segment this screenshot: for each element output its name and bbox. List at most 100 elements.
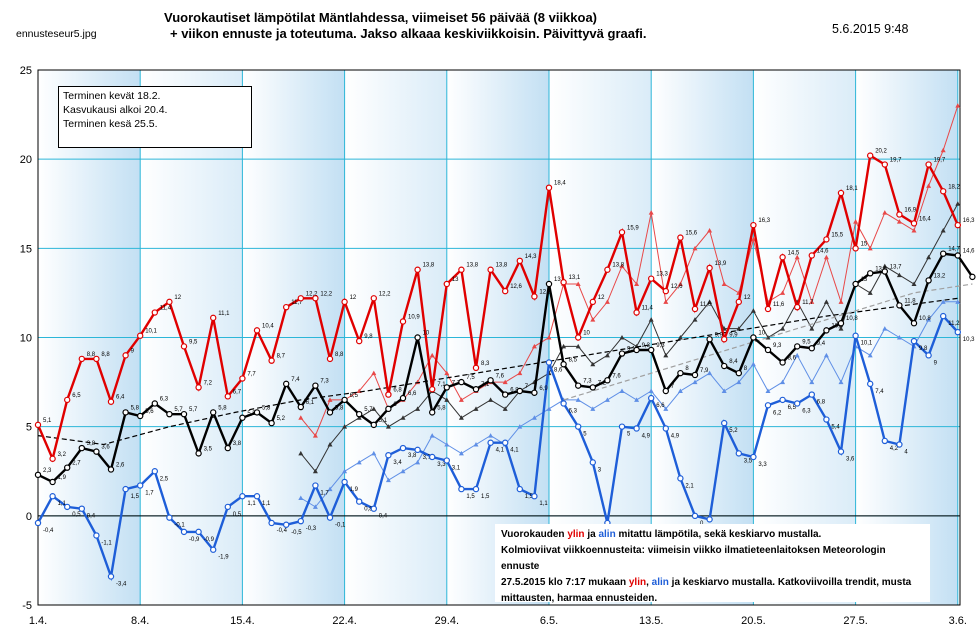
- max-temp-marker: [531, 293, 538, 300]
- max-temp-marker: [516, 257, 524, 265]
- min-temp-value-label: 3,7: [423, 455, 432, 461]
- mean-temp-value-label: 5,8: [437, 405, 446, 411]
- min-temp-value-label: 1,7: [145, 491, 154, 497]
- min-temp-marker: [356, 498, 363, 505]
- min-temp-marker: [589, 459, 597, 466]
- mean-temp-marker: [691, 371, 699, 379]
- min-temp-marker: [443, 457, 450, 464]
- mean-temp-value-label: 14,7: [948, 247, 960, 253]
- mean-temp-value-label: 10,8: [846, 316, 858, 322]
- x-tick-label: 13.5.: [639, 615, 663, 627]
- max-temp-value-label: 13,8: [466, 263, 478, 269]
- forecast-mean-marker: [604, 352, 610, 358]
- max-temp-marker: [706, 264, 713, 272]
- forecast-min-marker: [677, 388, 683, 393]
- max-temp-value-label: 14,3: [525, 254, 537, 260]
- forecast-mean-marker: [707, 299, 713, 304]
- max-temp-marker: [604, 266, 611, 273]
- min-temp-marker: [107, 573, 115, 580]
- max-temp-marker: [940, 188, 947, 195]
- max-temp-value-label: 15: [861, 241, 868, 247]
- forecast-min-marker: [809, 379, 815, 385]
- mean-temp-value-label: 3,8: [233, 441, 242, 447]
- min-temp-value-label: 7,4: [875, 389, 884, 395]
- forecast-mean-marker: [473, 406, 479, 411]
- forecast-min-marker: [517, 424, 523, 429]
- max-temp-marker: [122, 352, 129, 359]
- forecast-min-marker: [882, 326, 888, 331]
- x-tick-label: 29.4.: [435, 615, 459, 627]
- forecast-max-marker: [809, 299, 815, 304]
- min-temp-marker: [531, 493, 538, 500]
- mean-temp-value-label: 9,3: [773, 343, 782, 349]
- max-temp-value-label: 11,6: [700, 302, 712, 308]
- min-temp-marker: [764, 402, 772, 409]
- max-temp-marker: [224, 393, 231, 400]
- min-temp-value-label: 3,5: [744, 458, 753, 464]
- max-temp-value-label: 7,2: [204, 380, 213, 386]
- forecast-min-marker: [736, 379, 742, 385]
- forecast-max-marker: [677, 281, 683, 286]
- min-temp-value-label: 4,9: [671, 433, 680, 439]
- mean-temp-marker: [370, 421, 377, 429]
- min-temp-value-label: 0: [700, 521, 704, 527]
- max-temp-value-label: 8,3: [481, 361, 490, 367]
- max-temp-value-label: 6,5: [72, 393, 81, 399]
- forecast-max-marker: [794, 254, 800, 260]
- mean-temp-value-label: 8,5: [569, 357, 578, 363]
- max-temp-value-label: 10: [583, 331, 590, 337]
- forecast-max-marker: [750, 236, 756, 242]
- forecast-max-marker: [531, 343, 537, 349]
- mean-temp-marker: [326, 409, 334, 416]
- max-temp-marker: [545, 184, 553, 191]
- mean-temp-value-label: 10: [423, 331, 430, 337]
- forecast-max-marker: [444, 370, 450, 376]
- max-temp-marker: [283, 303, 290, 311]
- max-temp-value-label: 11,4: [160, 306, 172, 312]
- min-temp-marker: [239, 493, 246, 500]
- legend-line2: Kolmioviivat viikkoennusteita: viimeisin…: [501, 545, 886, 572]
- mean-temp-value-label: 7,1: [481, 382, 490, 388]
- mean-temp-marker: [195, 450, 202, 457]
- y-tick-label: 15: [20, 243, 32, 255]
- mean-temp-value-label: 11,8: [904, 298, 916, 304]
- min-temp-value-label: 3,8: [408, 453, 417, 459]
- forecast-max-marker: [896, 219, 902, 224]
- forecast-min-marker: [356, 459, 362, 465]
- max-temp-marker: [794, 303, 801, 311]
- min-temp-value-label: 6,3: [569, 408, 578, 414]
- forecast-max-marker: [867, 245, 873, 251]
- mean-temp-value-label: 7: [525, 384, 529, 390]
- max-temp-marker: [764, 305, 772, 313]
- max-temp-value-label: 12,6: [671, 284, 683, 290]
- mean-temp-value-label: 5,8: [218, 405, 227, 411]
- min-temp-marker: [648, 394, 655, 402]
- max-temp-value-label: 6,4: [116, 395, 125, 401]
- forecast-mean-marker: [692, 317, 698, 322]
- max-temp-marker: [209, 314, 217, 322]
- max-temp-marker: [575, 334, 582, 341]
- mean-temp-value-label: 7,3: [583, 379, 592, 385]
- info-thermal-spring: Terminen kevät 18.2.: [63, 90, 161, 102]
- min-temp-value-label: 4,1: [510, 448, 519, 454]
- forecast-mean-marker: [356, 415, 362, 420]
- max-temp-marker: [93, 355, 100, 363]
- max-temp-marker: [662, 287, 670, 295]
- mean-temp-marker: [954, 252, 962, 259]
- min-temp-marker: [545, 359, 553, 366]
- max-temp-marker: [370, 295, 377, 302]
- mean-temp-marker: [239, 414, 246, 421]
- max-temp-value-label: 13,1: [569, 275, 581, 281]
- forecast-max-marker: [517, 370, 523, 376]
- forecast-min-marker: [721, 388, 727, 393]
- forecast-max-marker: [502, 379, 508, 385]
- max-temp-value-label: 7,7: [247, 372, 256, 378]
- min-temp-marker: [180, 528, 188, 536]
- forecast-mean-marker: [327, 442, 333, 447]
- forecast-min-marker: [794, 352, 800, 358]
- min-temp-marker: [326, 514, 334, 521]
- forecast-min-marker: [823, 352, 829, 358]
- forecast-min-marker: [692, 379, 698, 385]
- max-temp-value-label: 12: [350, 295, 357, 301]
- timestamp-label: 5.6.2015 9:48: [832, 22, 909, 36]
